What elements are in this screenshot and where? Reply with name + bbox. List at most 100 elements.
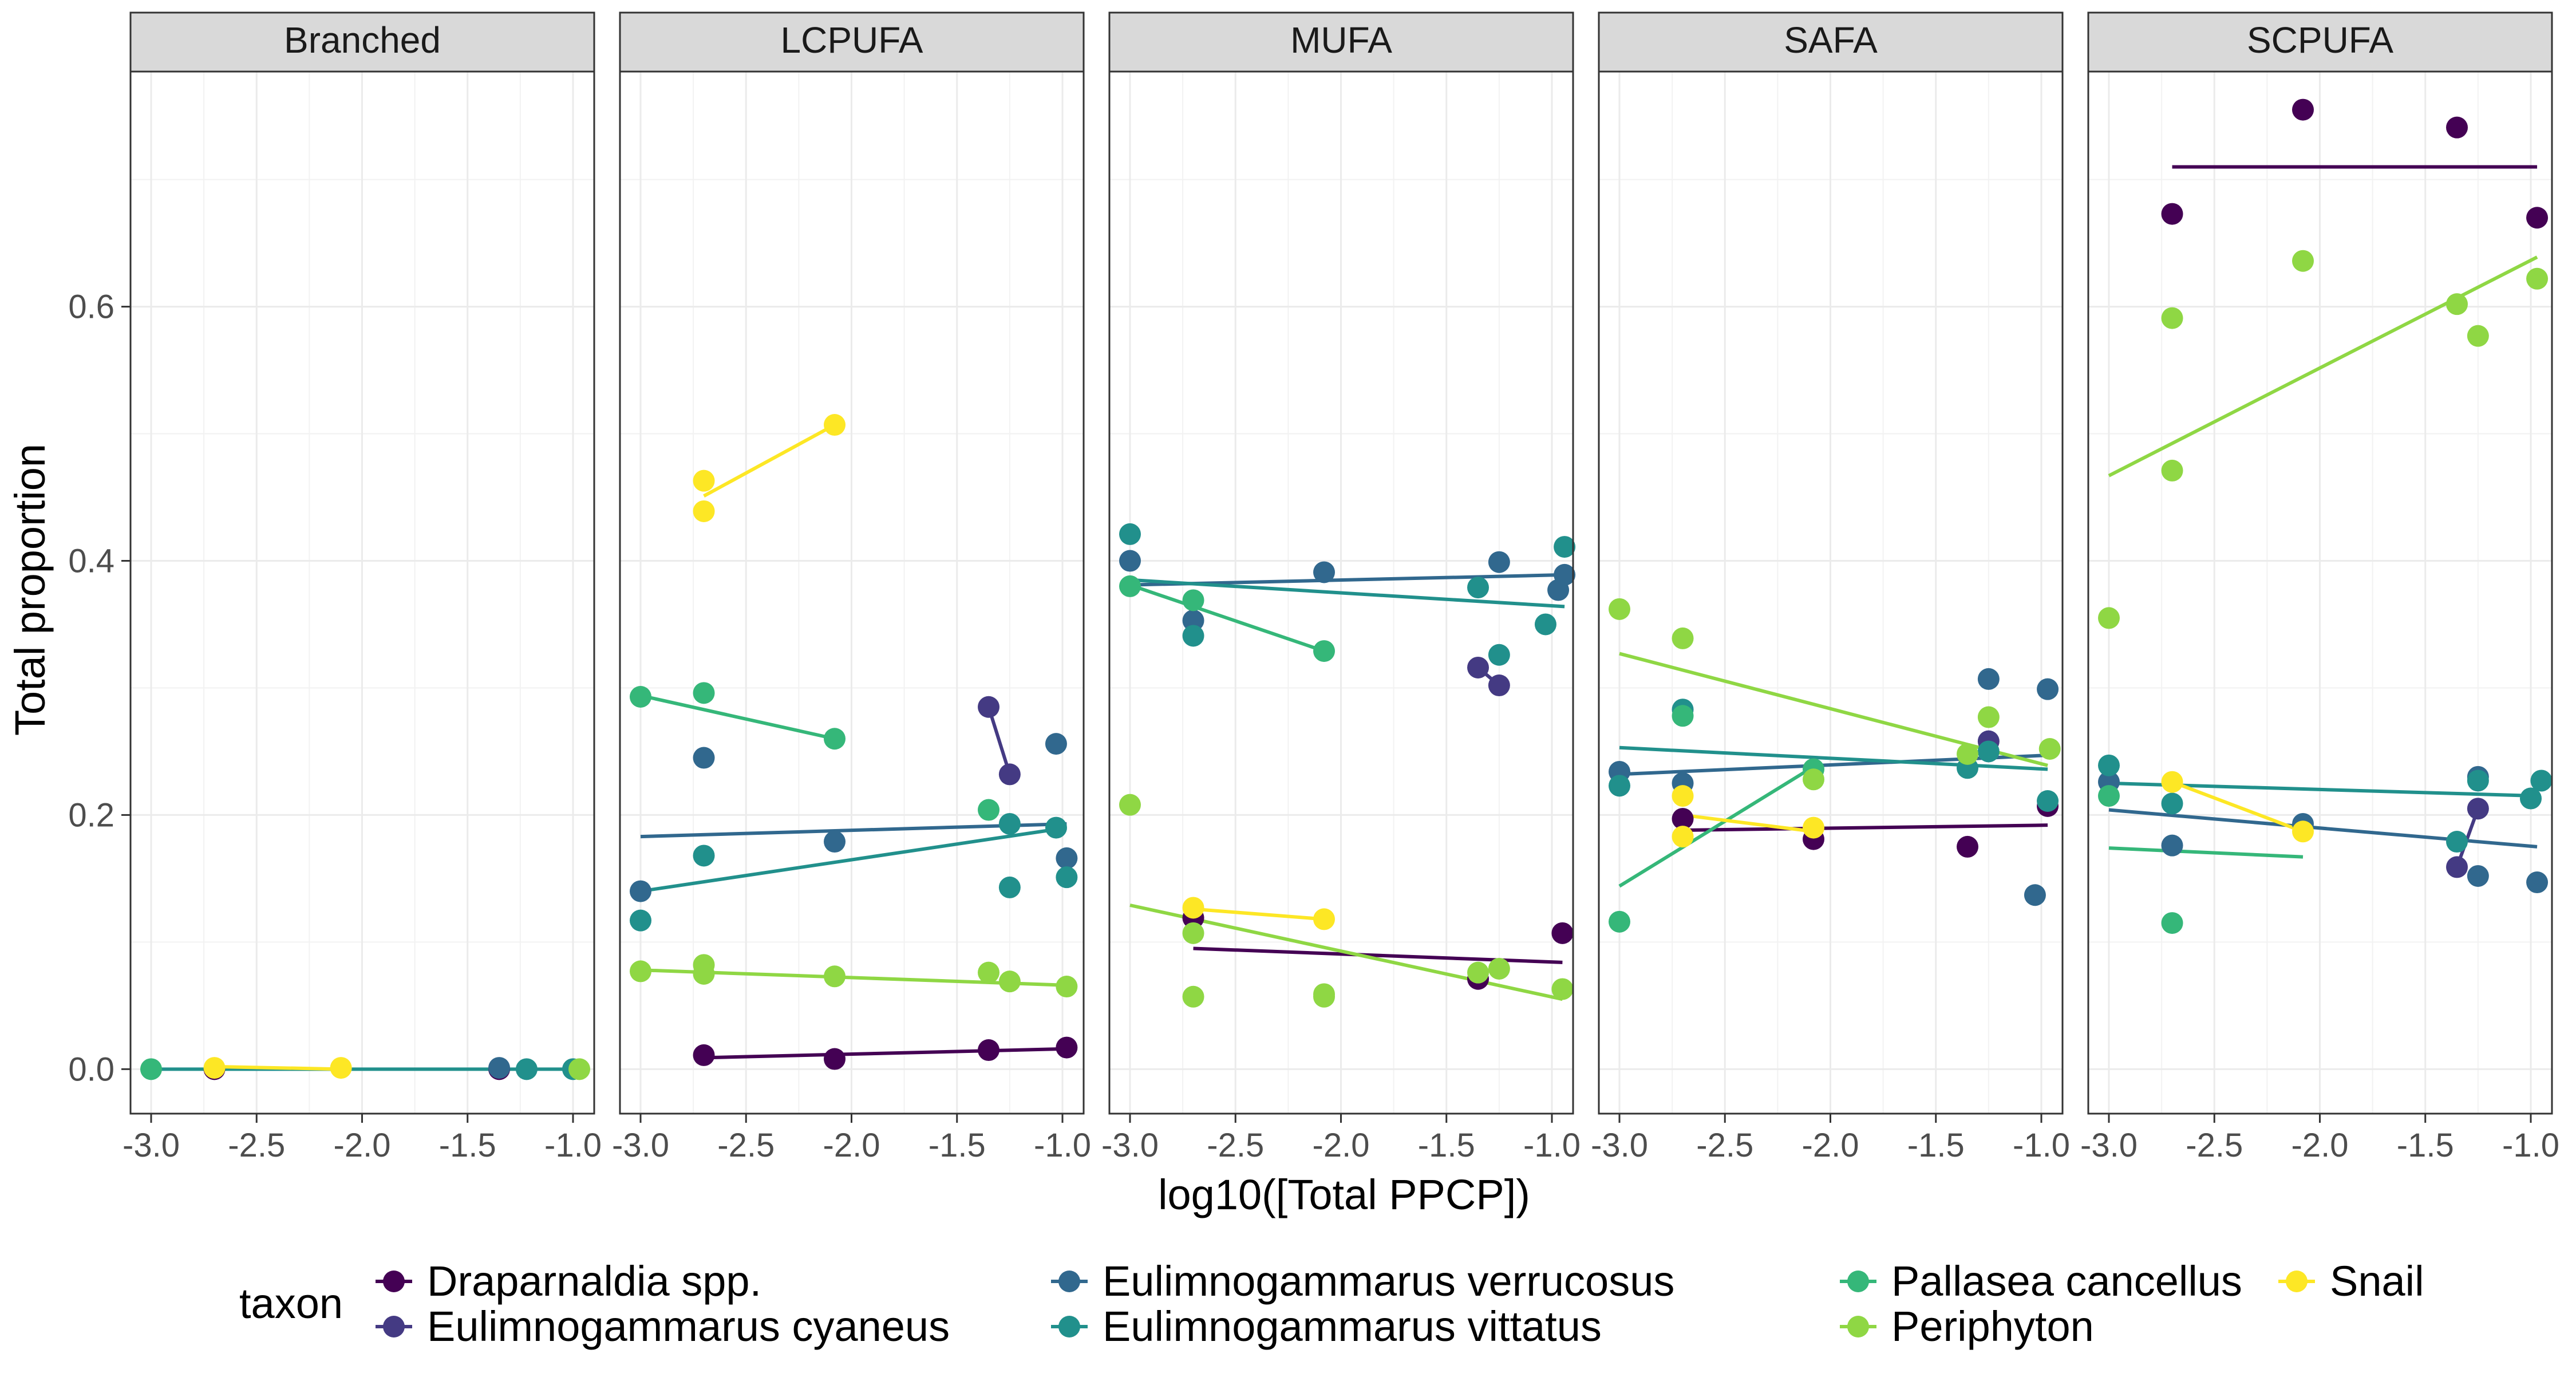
x-tick-label: -2.5: [1696, 1127, 1753, 1164]
data-point: [693, 845, 715, 867]
legend-item: Eulimnogammarus cyaneus: [376, 1303, 950, 1350]
data-point: [1467, 577, 1490, 599]
data-point: [140, 1058, 162, 1080]
data-point: [1554, 536, 1576, 558]
facet-strip-label: MUFA: [1290, 19, 1392, 61]
trend-line-0: [704, 1047, 1067, 1060]
trend-line-5: [1619, 652, 2048, 767]
legend-key-point: [1847, 1316, 1869, 1337]
data-point: [1488, 957, 1510, 980]
data-point: [1313, 983, 1336, 1005]
data-point: [1957, 743, 1979, 765]
data-point: [2446, 831, 2468, 853]
data-point: [2446, 116, 2468, 139]
x-tick-label: -1.0: [1034, 1127, 1091, 1164]
data-point: [1045, 816, 1067, 839]
data-point: [1609, 775, 1630, 797]
x-tick-label: -1.5: [1907, 1127, 1965, 1164]
facet-strip: [1108, 11, 1574, 73]
data-point: [1803, 816, 1825, 839]
data-point: [1803, 768, 1825, 791]
data-point: [2446, 856, 2468, 878]
x-tick-label: -2.0: [1313, 1127, 1370, 1164]
x-tick-label: -1.0: [2502, 1127, 2559, 1164]
data-point: [978, 696, 1000, 718]
legend: taxon Draparnaldia spp.Eulimnogammarus c…: [239, 1257, 2424, 1350]
trend-line-2: [640, 822, 1067, 839]
data-point: [1182, 589, 1204, 611]
legend-items: Draparnaldia spp.Eulimnogammarus cyaneus…: [376, 1257, 2424, 1350]
facet-strip-label: LCPUFA: [781, 19, 923, 61]
legend-item: Eulimnogammarus vittatus: [1051, 1303, 1602, 1350]
x-tick-label: -1.5: [2397, 1127, 2454, 1164]
x-tick-label: -1.5: [929, 1127, 986, 1164]
data-point: [1313, 640, 1336, 662]
data-point: [2292, 820, 2314, 843]
x-tick-label: -2.5: [717, 1127, 775, 1164]
data-point: [1488, 551, 1510, 573]
data-point: [1977, 706, 2000, 728]
legend-item: Periphyton: [1840, 1303, 2094, 1350]
trend-line-3: [1129, 578, 1565, 609]
data-point: [2161, 203, 2183, 225]
legend-label: Periphyton: [1891, 1303, 2094, 1350]
legend-key-point: [1058, 1271, 1080, 1292]
x-tick-label: -2.0: [823, 1127, 880, 1164]
data-point: [1119, 523, 1141, 545]
data-point: [630, 880, 651, 902]
data-point: [203, 1057, 226, 1079]
facet-strip-label: SCPUFA: [2247, 19, 2393, 61]
data-point: [1045, 733, 1067, 755]
trend-line-6: [1193, 907, 1325, 921]
data-point: [2024, 884, 2046, 906]
data-point: [630, 909, 651, 932]
data-point: [1056, 976, 1078, 998]
x-tick-label: -2.5: [1207, 1127, 1264, 1164]
x-tick-label: -3.0: [1591, 1127, 1648, 1164]
x-tick-label: -3.0: [612, 1127, 669, 1164]
x-tick-label: -3.0: [2080, 1127, 2138, 1164]
trend-line-4: [640, 693, 835, 741]
data-point: [978, 799, 1000, 821]
data-point: [630, 686, 651, 708]
data-point: [2520, 787, 2542, 810]
data-point: [1467, 656, 1490, 678]
data-point: [693, 962, 715, 985]
data-point: [2467, 325, 2489, 347]
data-point: [1551, 978, 1574, 1000]
facet-strip-label: Branched: [284, 19, 441, 61]
legend-item: Draparnaldia spp.: [376, 1257, 761, 1305]
x-tick-label: -2.0: [334, 1127, 391, 1164]
trend-line-6: [1682, 813, 1814, 834]
legend-label: Pallasea cancellus: [1891, 1257, 2242, 1305]
x-tick-label: -2.0: [1802, 1127, 1859, 1164]
data-point: [998, 763, 1021, 786]
data-point: [693, 500, 715, 522]
data-point: [1182, 985, 1204, 1008]
data-point: [2161, 459, 2183, 482]
x-tick-label: -1.0: [544, 1127, 602, 1164]
x-tick-label: -2.0: [2291, 1127, 2349, 1164]
data-point: [2161, 771, 2183, 793]
data-point: [1672, 627, 1694, 649]
data-point: [2037, 790, 2059, 812]
legend-key-point: [1847, 1271, 1869, 1292]
data-point: [824, 965, 846, 988]
trend-line-0: [1682, 823, 2048, 832]
data-point: [1182, 625, 1204, 647]
data-point: [824, 1048, 846, 1070]
legend-title: taxon: [239, 1280, 343, 1327]
data-point: [1551, 922, 1574, 944]
data-point: [1672, 808, 1694, 830]
trend-line-3: [640, 826, 1067, 893]
legend-key-point: [383, 1271, 405, 1292]
data-point: [1182, 609, 1204, 632]
data-point: [2530, 770, 2553, 792]
data-point: [568, 1058, 591, 1080]
data-point: [824, 831, 846, 853]
legend-key-point: [383, 1316, 405, 1337]
data-point: [693, 469, 715, 492]
legend-label: Eulimnogammarus vittatus: [1103, 1303, 1602, 1350]
trend-line-6: [2171, 780, 2304, 834]
trend-line-6: [214, 1064, 341, 1071]
